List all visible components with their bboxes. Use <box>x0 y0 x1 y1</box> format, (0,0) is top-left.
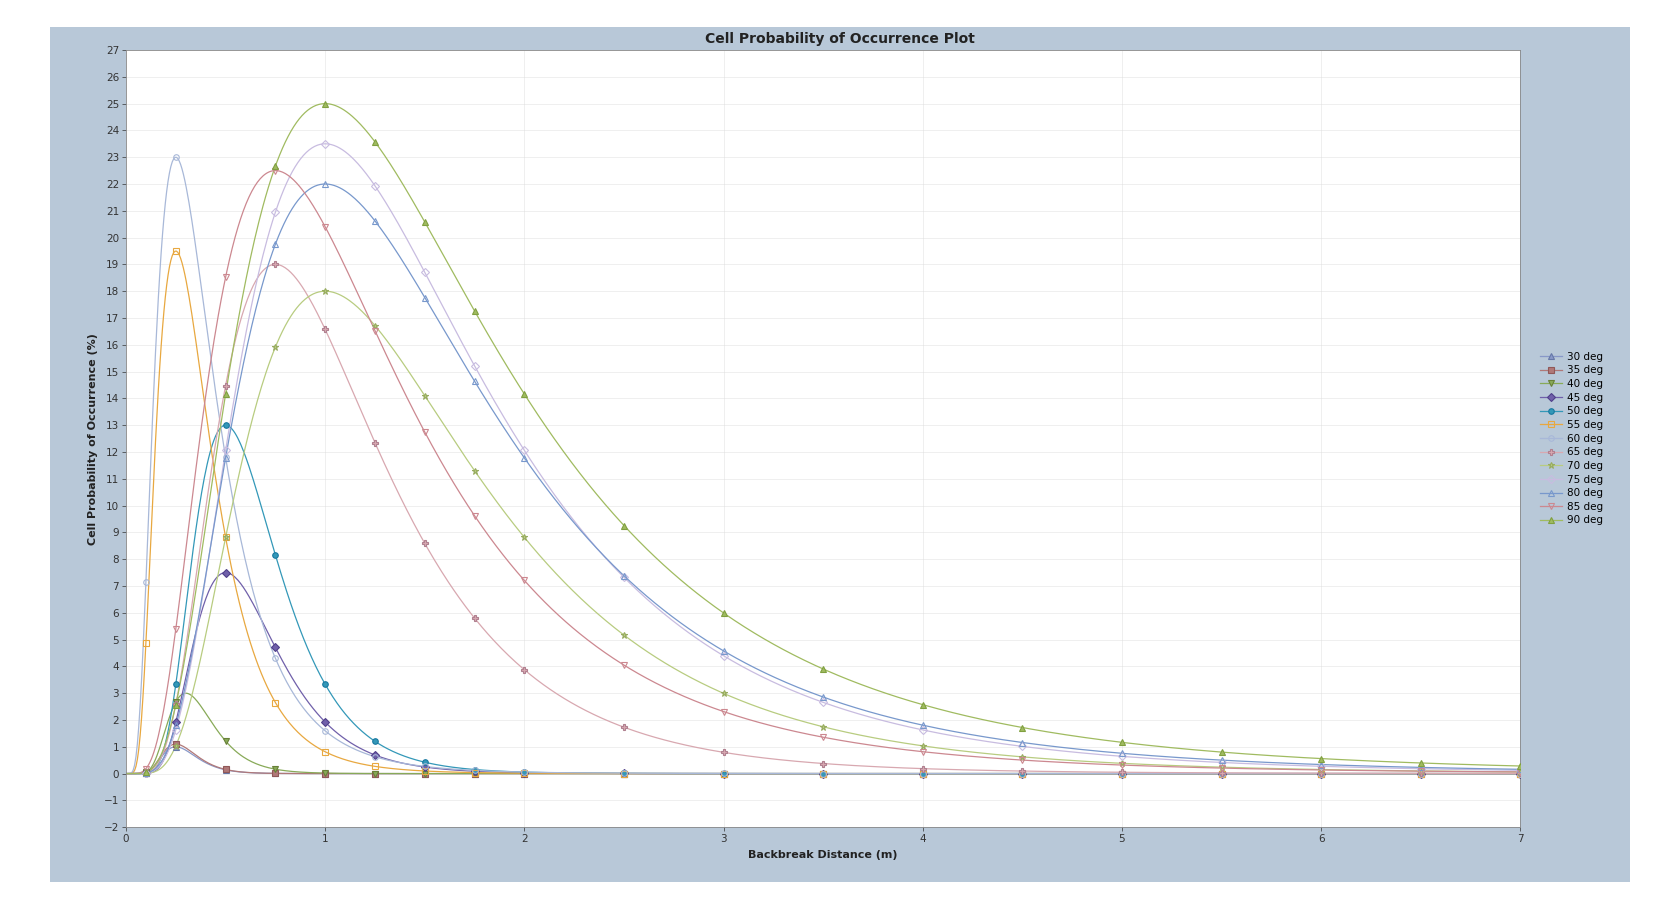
Y-axis label: Cell Probability of Occurrence (%): Cell Probability of Occurrence (%) <box>87 333 97 544</box>
X-axis label: Backbreak Distance (m): Backbreak Distance (m) <box>749 850 897 860</box>
Text: Cell Probability of Occurrence Plot: Cell Probability of Occurrence Plot <box>706 32 974 45</box>
Legend: 30 deg, 35 deg, 40 deg, 45 deg, 50 deg, 55 deg, 60 deg, 65 deg, 70 deg, 75 deg, : 30 deg, 35 deg, 40 deg, 45 deg, 50 deg, … <box>1539 352 1603 525</box>
